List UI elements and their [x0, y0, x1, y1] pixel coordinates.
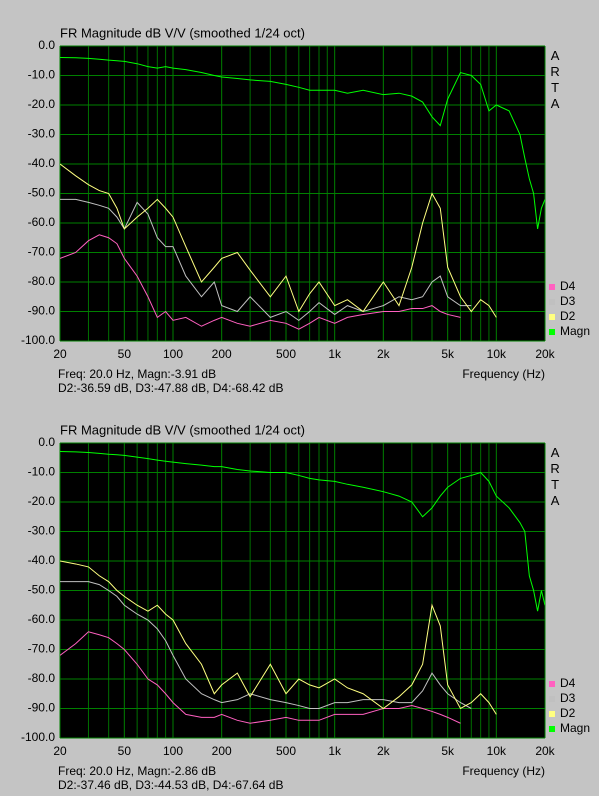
x-tick-label: 20k — [535, 347, 555, 361]
x-tick-label: 10k — [487, 347, 507, 361]
y-tick-label: -80.0 — [28, 671, 56, 685]
chart-title: FR Magnitude dB V/V (smoothed 1/24 oct) — [60, 25, 305, 40]
x-tick-label: 5k — [441, 347, 455, 361]
y-tick-label: -50.0 — [28, 186, 56, 200]
x-tick-label: 100 — [163, 347, 183, 361]
legend-swatch — [549, 696, 555, 702]
series-line — [60, 57, 545, 229]
x-tick-label: 1k — [328, 347, 342, 361]
series-line — [60, 234, 461, 330]
y-tick-label: -50.0 — [28, 583, 56, 597]
series-line — [60, 163, 497, 318]
legend-label: Magn — [560, 721, 590, 735]
x-tick-label: 50 — [118, 744, 132, 758]
series-line — [60, 631, 461, 724]
readout: Freq: 20.0 Hz, Magn:-2.86 dB — [58, 764, 216, 778]
readout: D2:-37.46 dB, D3:-44.53 dB, D4:-67.64 dB — [58, 778, 283, 792]
x-tick-label: 1k — [328, 744, 342, 758]
legend-label: Magn — [560, 324, 590, 338]
x-axis-label: Frequency (Hz) — [462, 764, 545, 778]
y-tick-label: -90.0 — [28, 304, 56, 318]
brand: ARTA — [548, 445, 563, 509]
y-tick-label: 0.0 — [38, 38, 55, 52]
y-tick-label: -100.0 — [21, 730, 55, 744]
legend-swatch — [549, 711, 555, 717]
x-tick-label: 500 — [276, 347, 296, 361]
legend-swatch — [549, 329, 555, 335]
readout: Freq: 20.0 Hz, Magn:-3.91 dB — [58, 367, 216, 381]
y-tick-label: -10.0 — [28, 68, 56, 82]
x-tick-label: 100 — [163, 744, 183, 758]
legend-swatch — [549, 314, 555, 320]
brand: ARTA — [548, 48, 563, 112]
x-tick-label: 200 — [212, 347, 232, 361]
y-tick-label: -70.0 — [28, 642, 56, 656]
y-tick-label: -20.0 — [28, 97, 56, 111]
chart-title: FR Magnitude dB V/V (smoothed 1/24 oct) — [60, 422, 305, 437]
legend-swatch — [549, 726, 555, 732]
x-tick-label: 2k — [377, 347, 391, 361]
y-tick-label: -100.0 — [21, 333, 55, 347]
y-tick-label: -40.0 — [28, 156, 56, 170]
series-line — [60, 450, 545, 612]
y-tick-label: -10.0 — [28, 465, 56, 479]
x-tick-label: 20 — [53, 744, 67, 758]
y-tick-label: -80.0 — [28, 274, 56, 288]
y-tick-label: -60.0 — [28, 612, 56, 626]
x-tick-label: 10k — [487, 744, 507, 758]
x-tick-label: 200 — [212, 744, 232, 758]
x-tick-label: 2k — [377, 744, 391, 758]
y-tick-label: -60.0 — [28, 215, 56, 229]
x-tick-label: 50 — [118, 347, 132, 361]
y-tick-label: -70.0 — [28, 245, 56, 259]
series-line — [60, 560, 497, 715]
x-tick-label: 500 — [276, 744, 296, 758]
legend-swatch — [549, 681, 555, 687]
x-tick-label: 20 — [53, 347, 67, 361]
chart: FR Magnitude dB V/V (smoothed 1/24 oct) 0… — [21, 422, 590, 792]
legend-swatch — [549, 284, 555, 290]
chart: FR Magnitude dB V/V (smoothed 1/24 oct) 0… — [21, 25, 590, 395]
legend-label: D3 — [560, 294, 576, 308]
x-axis-label: Frequency (Hz) — [462, 367, 545, 381]
y-tick-label: -90.0 — [28, 701, 56, 715]
y-tick-label: -40.0 — [28, 553, 56, 567]
legend-label: D3 — [560, 691, 576, 705]
readout: D2:-36.59 dB, D3:-47.88 dB, D4:-68.42 dB — [58, 381, 283, 395]
legend-label: D2 — [560, 309, 576, 323]
y-tick-label: -30.0 — [28, 524, 56, 538]
x-tick-label: 5k — [441, 744, 455, 758]
y-tick-label: -30.0 — [28, 127, 56, 141]
legend-label: D4 — [560, 279, 576, 293]
legend-swatch — [549, 299, 555, 305]
x-tick-label: 20k — [535, 744, 555, 758]
legend-label: D4 — [560, 676, 576, 690]
series-line — [60, 198, 472, 321]
legend-label: D2 — [560, 706, 576, 720]
y-tick-label: 0.0 — [38, 435, 55, 449]
y-tick-label: -20.0 — [28, 494, 56, 508]
series-line — [60, 581, 472, 709]
